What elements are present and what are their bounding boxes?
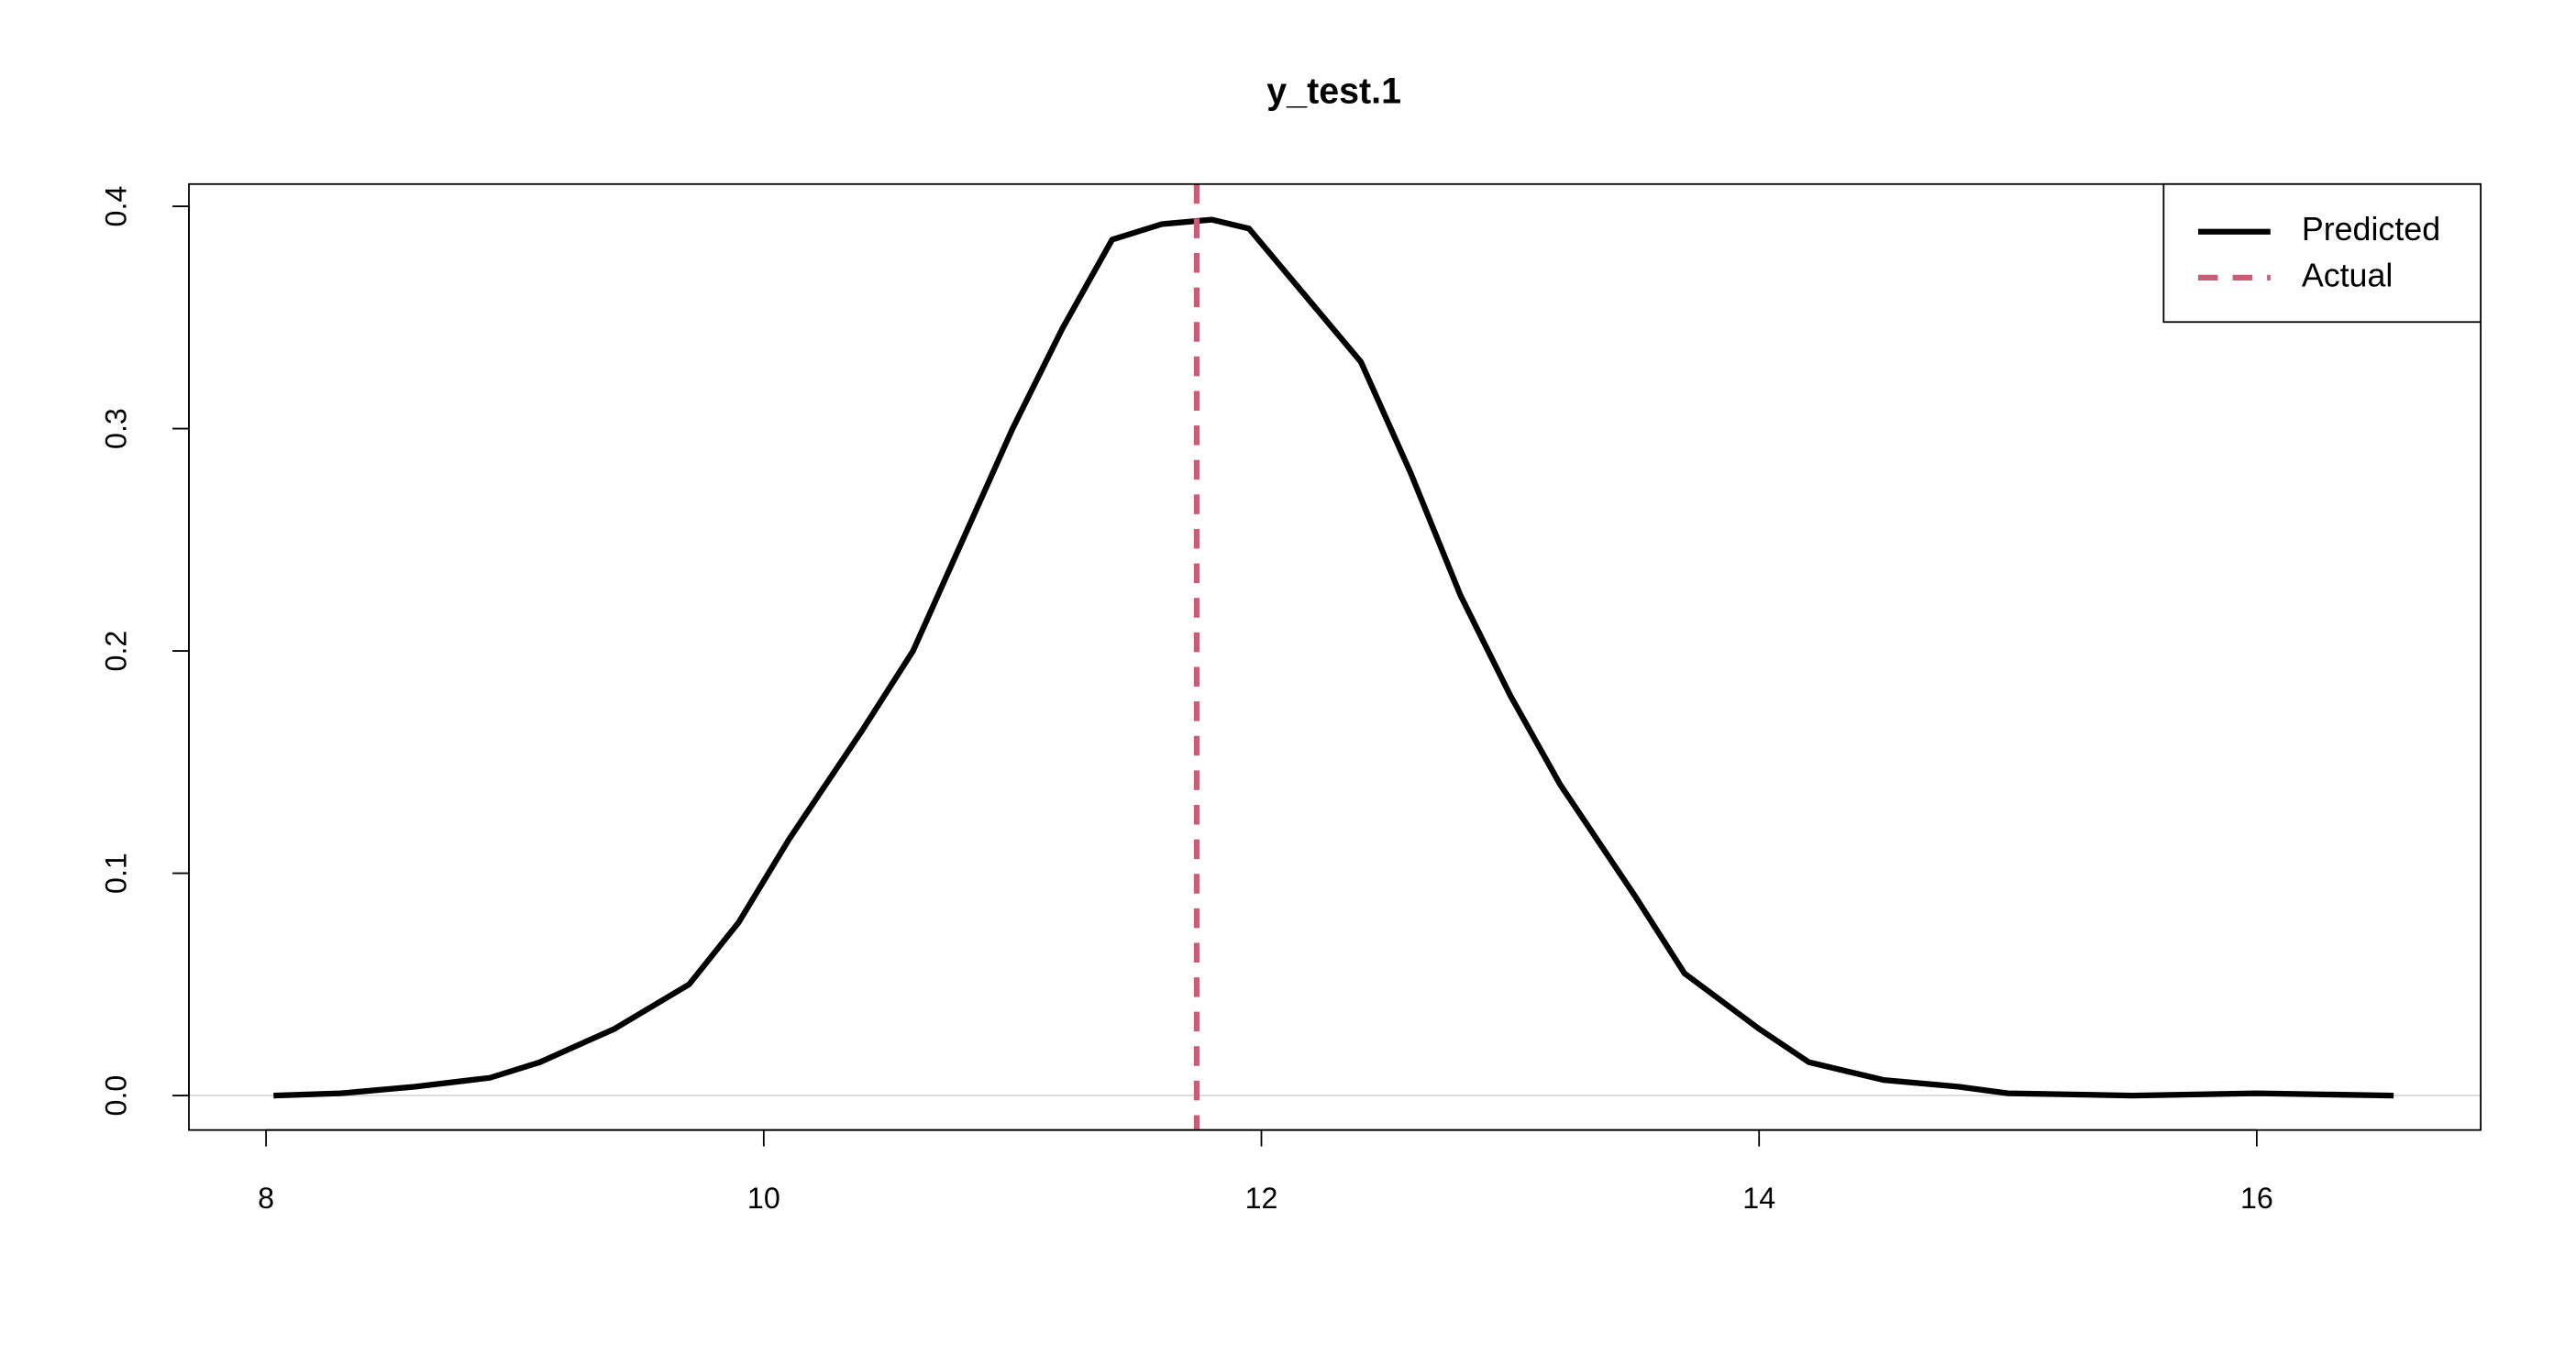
legend-box [2162, 182, 2482, 324]
y-tick-label: 0.3 [100, 408, 133, 449]
y-tick-label: 0.4 [100, 186, 133, 227]
x-tick-label: 8 [258, 1182, 274, 1215]
legend: Predicted Actual [2162, 182, 2482, 324]
legend-label: Actual [2302, 257, 2394, 293]
plot-frame [188, 182, 2482, 1131]
y-tick-label: 0.0 [100, 1075, 133, 1117]
legend-label: Predicted [2302, 211, 2440, 248]
x-tick-label: 16 [2240, 1182, 2273, 1215]
y-tick-label: 0.2 [100, 631, 133, 672]
x-tick-label: 12 [1245, 1182, 1278, 1215]
x-tick-label: 14 [1742, 1182, 1775, 1215]
y-tick-label: 0.1 [100, 853, 133, 894]
density-line [273, 216, 2394, 1099]
chart-title: y_test.1 [1266, 72, 1401, 112]
x-tick-label: 10 [747, 1182, 780, 1215]
